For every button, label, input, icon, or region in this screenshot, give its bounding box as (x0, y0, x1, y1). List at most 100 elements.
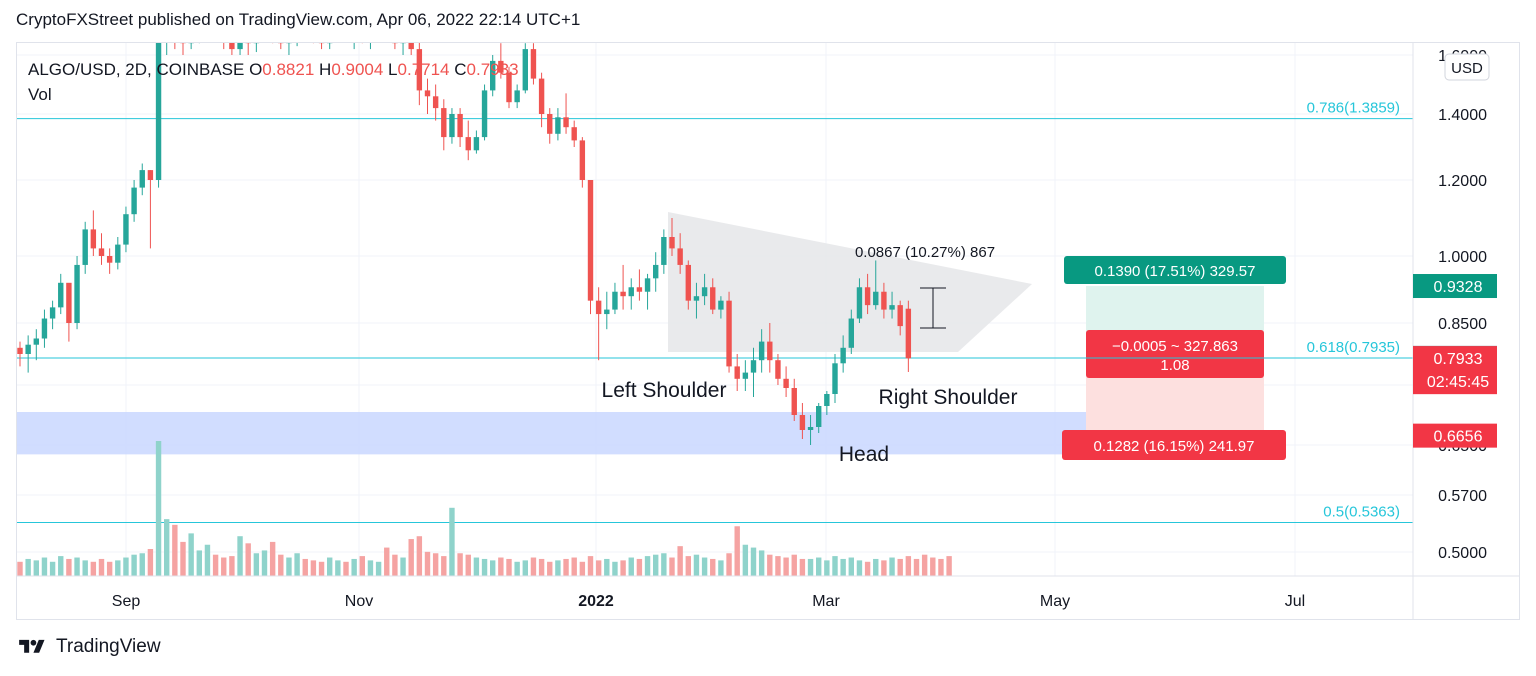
volume-bar (375, 561, 382, 576)
volume-bar (595, 560, 602, 576)
symbol-line: ALGO/USD, 2D, COINBASE O0.8821 H0.9004 L… (28, 60, 519, 79)
volume-bar (351, 558, 357, 576)
price-badge-label: 0.9328 (1434, 279, 1483, 296)
candle-body (457, 114, 463, 138)
candle-body (661, 237, 667, 265)
candle-body (628, 287, 634, 297)
candle-body (286, 43, 292, 44)
candle-body (718, 300, 724, 310)
candle-body (856, 287, 863, 319)
volume-bar (302, 558, 308, 576)
volume-bar (106, 561, 113, 576)
volume-bar (490, 560, 496, 576)
candle-body (636, 287, 643, 292)
publisher-line: CryptoFXStreet published on TradingView.… (16, 10, 581, 29)
volume-bar (17, 561, 23, 576)
volume-bar (848, 557, 854, 576)
candle-body (612, 291, 618, 310)
candle-body (840, 347, 846, 364)
volume-bar (441, 556, 447, 576)
candle-body (449, 114, 455, 138)
candle-body (253, 43, 260, 44)
price-badge (1413, 274, 1497, 299)
volume-bar (457, 553, 463, 576)
candle-body (25, 344, 31, 354)
footer: TradingView (16, 636, 161, 658)
volume-bar (530, 557, 537, 576)
position-tool-layer[interactable]: 0.1390 (17.51%) 329.57 −0.0005 ~ 327.863 1… (1062, 256, 1286, 460)
volume-bar (269, 541, 276, 576)
volume-bar (946, 556, 952, 576)
volume-bar (547, 561, 553, 576)
candle-body (677, 248, 683, 265)
candle-body (905, 308, 912, 359)
candle-body (579, 140, 586, 180)
candle-body (278, 43, 284, 44)
volume-bar (359, 556, 365, 576)
candle-body (897, 305, 903, 327)
candle-body (604, 309, 610, 315)
annotation-label: Head (839, 443, 889, 466)
volume-bar (653, 554, 659, 576)
candle-body (758, 341, 765, 361)
volume-bar (832, 556, 838, 576)
candle-body (441, 108, 447, 138)
candle-body (693, 296, 700, 301)
candle-body (547, 114, 553, 134)
volume-bar (636, 558, 643, 576)
candle-body (701, 287, 708, 297)
candle-body (783, 378, 789, 388)
volume-bar (938, 558, 944, 576)
candle-body (41, 318, 48, 339)
candle-body (164, 26, 169, 41)
candle-body (881, 291, 887, 310)
volume-bar (392, 554, 398, 576)
symbol-legend: ALGO/USD, 2D, COINBASE O0.8821 H0.9004 L… (28, 60, 519, 104)
volume-bar (400, 557, 406, 576)
volume-bar (335, 560, 341, 576)
fib-label: 0.786(1.3859) (1307, 100, 1400, 117)
candle-body (750, 360, 757, 373)
currency-label: USD (1451, 60, 1483, 77)
volume-bar (33, 560, 39, 576)
volume-bar (579, 561, 586, 576)
candle-body (620, 291, 626, 297)
volume-bar (82, 560, 88, 576)
candle-body (106, 256, 113, 263)
volume-bar (726, 553, 732, 576)
x-tick-label: Sep (112, 593, 141, 610)
entry-label-1: −0.0005 ~ 327.863 (1112, 338, 1238, 355)
candle-body (90, 229, 97, 249)
candle-body (490, 60, 496, 91)
volume-bar (41, 557, 48, 576)
x-tick-label: Mar (812, 593, 840, 610)
x-tick-label: Jul (1285, 593, 1305, 610)
stop-label-box (1062, 430, 1286, 460)
volume-bar (253, 553, 260, 576)
volume-bar (481, 558, 488, 576)
axes-layer: 1.60001.40001.20001.00000.85000.75000.65… (17, 43, 1520, 620)
volume-bar (90, 561, 97, 576)
candle-body (416, 49, 423, 91)
volume-bar (432, 553, 439, 576)
candle-body (115, 244, 121, 263)
candle-body (98, 248, 105, 256)
candle-body (303, 26, 308, 32)
candle-body (180, 43, 186, 44)
candles-layer[interactable] (17, 0, 912, 445)
volume-bar (612, 561, 618, 576)
candle-body (848, 318, 854, 348)
y-tick-label: 0.8500 (1438, 316, 1487, 333)
candle-body (400, 43, 406, 44)
candle-body (343, 28, 348, 37)
candle-body (245, 43, 251, 44)
price-badge-countdown: 02:45:45 (1427, 374, 1489, 391)
candle-body (669, 237, 675, 249)
volume-bar (115, 560, 121, 576)
volume-bar (49, 561, 56, 576)
price-badge (1413, 346, 1497, 395)
candle-body (726, 300, 732, 367)
y-tick-label: 1.2000 (1438, 173, 1487, 190)
candle-body (530, 49, 537, 79)
